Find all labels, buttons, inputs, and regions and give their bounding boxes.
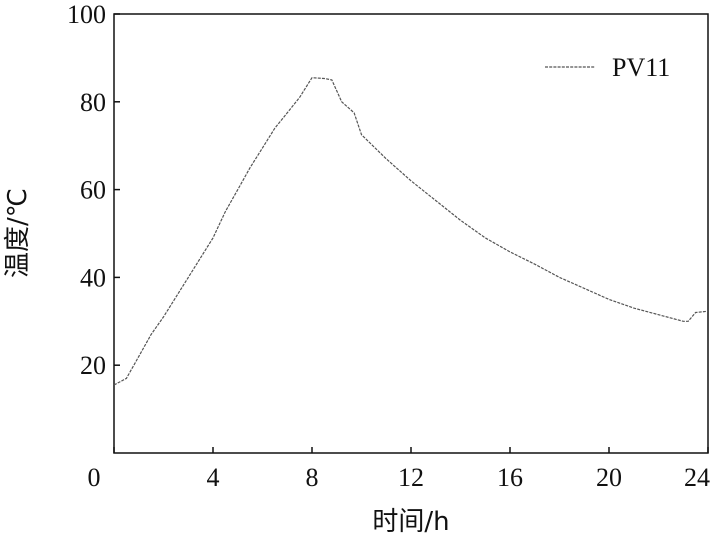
y-tick-label: 100	[67, 0, 106, 29]
x-tick-label: 0	[88, 463, 101, 492]
y-tick-label: 20	[80, 351, 106, 380]
x-tick-label: 4	[207, 463, 220, 492]
x-tick-label: 8	[306, 463, 319, 492]
legend: PV11	[545, 53, 670, 82]
series-line-pv11	[113, 77, 709, 386]
y-tick-label: 40	[80, 263, 106, 292]
x-axis-ticks: 0 4 8 12 16 20 24	[88, 447, 710, 492]
y-tick-label: 80	[80, 88, 106, 117]
x-tick-label: 12	[398, 463, 424, 492]
y-tick-label: 60	[80, 176, 106, 205]
x-axis-title: 时间/h	[372, 507, 449, 537]
x-tick-label: 20	[596, 463, 622, 492]
legend-label-pv11: PV11	[612, 53, 670, 82]
x-tick-label: 16	[497, 463, 523, 492]
x-tick-label: 24	[684, 463, 710, 492]
y-axis-ticks: 20 40 60 80 100	[67, 0, 120, 380]
y-axis-title: 温度/℃	[3, 188, 33, 278]
